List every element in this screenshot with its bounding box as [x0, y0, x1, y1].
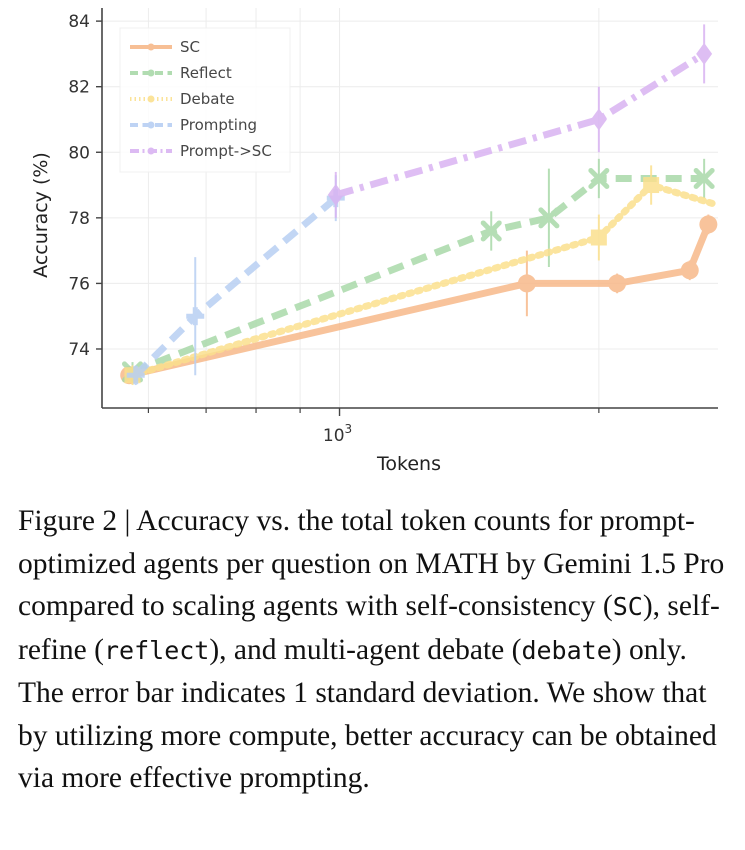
data-point-prompt-sc-shape — [327, 183, 344, 206]
data-point-debate-shape — [643, 177, 660, 194]
data-point-sc-shape — [699, 215, 718, 234]
series-sc — [120, 214, 718, 385]
series-line-prompt-sc — [334, 50, 706, 199]
caption-mid-2: ), and multi-agent debate ( — [209, 633, 522, 666]
y-tick-label: 84 — [68, 12, 90, 32]
data-point-sc — [680, 261, 699, 280]
caption-tail: ) only. The error bar indicates 1 standa… — [18, 633, 717, 795]
data-point-reflect-shape — [588, 167, 610, 189]
legend-label-prompt-sc: Prompt->SC — [180, 142, 272, 160]
legend-marker-debate — [147, 95, 155, 103]
data-point-debate — [590, 229, 607, 246]
x-tick-label: 103 — [323, 422, 352, 446]
data-point-prompt-sc-shape — [696, 42, 713, 65]
data-point-reflect-shape — [538, 207, 560, 229]
y-tick-label: 82 — [68, 78, 90, 98]
caption-mid-1: ), self-refine ( — [18, 590, 720, 666]
data-point-prompt-sc-shape — [590, 108, 607, 131]
legend-item-debate: Debate — [130, 90, 235, 108]
y-tick-label: 76 — [68, 274, 90, 294]
caption-lead: Figure 2 | Accuracy vs. the total token … — [18, 505, 725, 622]
data-point-reflect — [588, 167, 610, 189]
data-point-prompt-sc — [696, 42, 713, 65]
data-point-sc-shape — [517, 274, 536, 293]
y-axis-label: Accuracy (%) — [30, 152, 52, 278]
data-point-prompt-sc — [590, 108, 607, 131]
caption-code-reflect: reflect — [103, 635, 210, 665]
data-point-debate-shape — [590, 229, 607, 246]
y-tick-label: 74 — [68, 340, 90, 360]
series-layer — [120, 24, 721, 386]
series-line-reflect — [131, 174, 705, 376]
legend-item-prompt-sc: Prompt->SC — [130, 142, 272, 160]
data-point-reflect-shape — [693, 167, 715, 189]
legend: SC Reflect Debate Prompting Prompt->SC — [119, 27, 291, 173]
legend-marker-prompting — [147, 121, 155, 129]
legend-marker-prompt-sc — [147, 147, 155, 155]
caption-code-debate: debate — [521, 635, 612, 665]
data-point-reflect — [480, 220, 502, 242]
series-debate — [124, 165, 721, 386]
legend-label-reflect: Reflect — [180, 64, 232, 82]
figure-caption: Figure 2 | Accuracy vs. the total token … — [18, 500, 733, 800]
legend-item-reflect: Reflect — [130, 64, 232, 82]
data-point-sc — [517, 274, 536, 293]
series-prompt-sc — [327, 24, 713, 218]
accuracy-vs-tokens-chart: 74 76 78 80 82 84 103 SC Reflect Debate Prompting… — [30, 8, 721, 475]
caption-code-sc: SC — [612, 592, 643, 621]
data-point-reflect — [693, 167, 715, 189]
data-point-sc — [608, 274, 627, 293]
data-point-reflect — [538, 207, 560, 229]
x-axis-label: Tokens — [376, 453, 441, 475]
data-point-debate — [643, 177, 660, 194]
legend-label-sc: SC — [180, 38, 200, 56]
legend-item-prompting: Prompting — [130, 116, 257, 134]
legend-item-sc: SC — [130, 38, 200, 56]
legend-label-prompting: Prompting — [180, 116, 257, 134]
legend-marker-reflect — [147, 69, 155, 77]
data-point-sc-shape — [680, 261, 699, 280]
data-point-prompting — [126, 366, 145, 385]
y-tick-label: 80 — [68, 143, 90, 163]
data-point-prompting — [186, 307, 205, 326]
legend-marker-sc — [147, 43, 155, 51]
y-tick-label: 78 — [68, 209, 90, 229]
data-point-sc-shape — [608, 274, 627, 293]
legend-label-debate: Debate — [180, 90, 235, 108]
series-line-debate — [128, 181, 721, 379]
axes: 74 76 78 80 82 84 103 — [68, 8, 718, 446]
data-point-reflect-shape — [480, 220, 502, 242]
data-point-sc — [699, 215, 718, 234]
data-point-prompt-sc — [327, 183, 344, 206]
